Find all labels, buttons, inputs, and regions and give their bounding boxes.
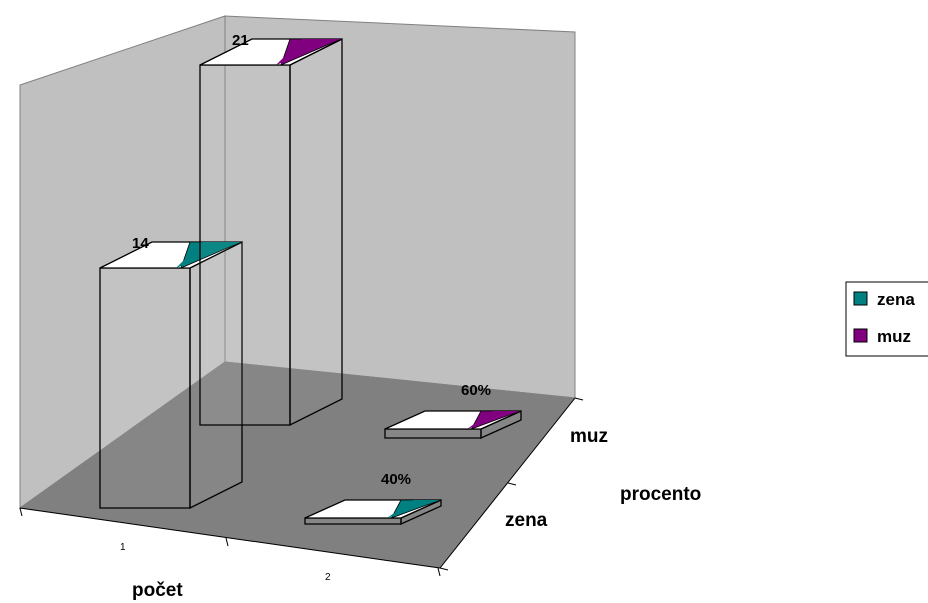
- series-axis-line: [439, 397, 576, 569]
- bar-zena-2: 40%: [304, 471, 442, 526]
- data-label-muz-1: 21: [232, 32, 249, 49]
- series-tick-mark: [507, 482, 517, 486]
- series-tick-mark: [574, 397, 584, 401]
- category-tick-mark: [225, 537, 229, 547]
- series-axis-label-zena: zena: [505, 510, 548, 531]
- bar-color-fill: [387, 500, 441, 518]
- legend-swatch-muz: [853, 328, 868, 343]
- bar-zena-1: 14: [99, 235, 243, 510]
- bar-front: [99, 267, 191, 509]
- data-label-zena-2: 40%: [381, 471, 411, 488]
- legend-label-zena: zena: [877, 290, 915, 309]
- legend-swatch-zena: [853, 291, 868, 306]
- bar-edge: [480, 410, 522, 430]
- legend: zena muz: [845, 281, 928, 357]
- bar-color-fill: [276, 39, 341, 65]
- category-tick-label-2: 2: [325, 572, 331, 583]
- category-tick-label-1: 1: [120, 542, 126, 553]
- bar-side: [289, 37, 343, 427]
- legend-label-muz: muz: [877, 327, 911, 346]
- bar-color-fill: [467, 411, 521, 429]
- bar-muz-2: 60%: [384, 382, 522, 440]
- chart-axes: 12: [19, 397, 584, 583]
- category-axis-title: počet: [132, 580, 183, 601]
- chart-bars: 14 21 40% 60%: [99, 32, 522, 526]
- bar-edge: [289, 38, 343, 66]
- series-tick-mark: [439, 567, 449, 571]
- bar-front: [384, 428, 482, 439]
- bar-front: [199, 64, 291, 426]
- category-tick-mark: [437, 567, 441, 577]
- bar-color-fill: [176, 242, 241, 268]
- category-axis-line: [19, 507, 441, 569]
- series-axis-title: procento: [620, 484, 701, 505]
- data-label-zena-1: 14: [132, 235, 149, 252]
- series-axis-label-muz: muz: [570, 426, 608, 447]
- bar-muz-1: 21: [199, 32, 343, 427]
- bar-edge: [400, 499, 442, 519]
- data-label-muz-2: 60%: [461, 382, 491, 399]
- bar-edge: [189, 241, 243, 269]
- bar-front: [304, 517, 402, 525]
- category-tick-mark: [19, 507, 23, 517]
